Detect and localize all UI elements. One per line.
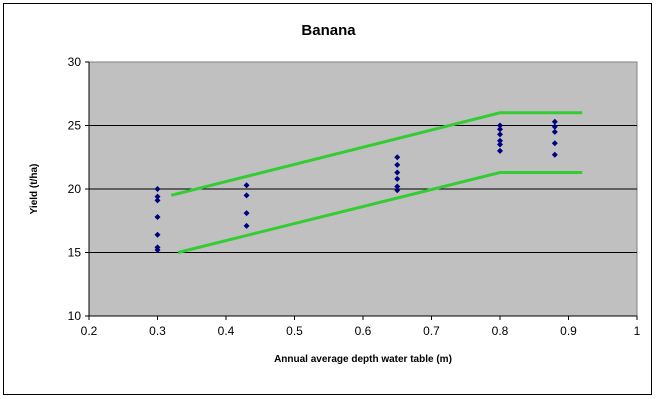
data-point-4 [154,231,161,238]
envelope-line-0 [170,111,583,197]
data-point-20 [497,137,503,144]
data-point-11 [394,154,401,161]
data-point-22 [497,147,503,154]
data-point-27 [551,151,558,158]
chart-title: Banana [301,22,356,39]
y-tick-label-1: 15 [68,246,82,260]
data-point-10 [243,222,250,229]
y-tick-label-0: 10 [68,309,82,323]
y-tick-label-4: 30 [68,55,82,69]
data-point-25 [551,128,558,135]
data-point-15 [394,183,401,190]
x-tick-label-6: 0.8 [492,324,509,338]
data-point-2 [154,197,161,204]
x-tick-label-4: 0.6 [355,324,372,338]
envelope-line-1 [177,170,583,254]
data-point-18 [497,126,503,133]
x-tick-label-1: 0.3 [149,324,166,338]
y-tick-label-3: 25 [68,119,82,133]
data-point-26 [551,140,558,147]
data-point-8 [243,192,250,199]
data-point-9 [243,210,250,217]
x-tick-label-8: 1 [634,324,641,338]
data-point-1 [154,193,161,200]
x-tick-label-7: 0.9 [560,324,577,338]
axes: 10 15 20 25 30 0.2 0.3 0.4 0.5 0.6 0.7 0.8 0.9 1 [68,55,641,338]
x-axis-title: Annual average depth water table (m) [274,354,452,365]
y-tick-label-2: 20 [68,182,82,196]
data-point-7 [243,182,250,189]
data-point-21 [497,141,503,148]
data-point-3 [154,213,161,220]
data-point-12 [394,161,401,168]
data-point-23 [551,118,558,125]
data-point-6 [154,246,161,253]
envelope-lines [170,111,583,254]
data-point-16 [394,187,401,194]
x-tick-label-3: 0.5 [286,324,303,338]
data-point-19 [497,131,503,138]
x-tick-label-0: 0.2 [81,324,98,338]
data-point-13 [394,169,401,176]
data-points [154,118,558,253]
data-point-0 [154,186,161,192]
x-tick-label-2: 0.4 [218,324,235,338]
x-tick-label-5: 0.7 [423,324,440,338]
y-axis-title: Yield (t/ha) [29,164,40,215]
data-point-17 [497,122,503,129]
data-point-24 [551,123,558,130]
data-point-14 [394,175,401,182]
